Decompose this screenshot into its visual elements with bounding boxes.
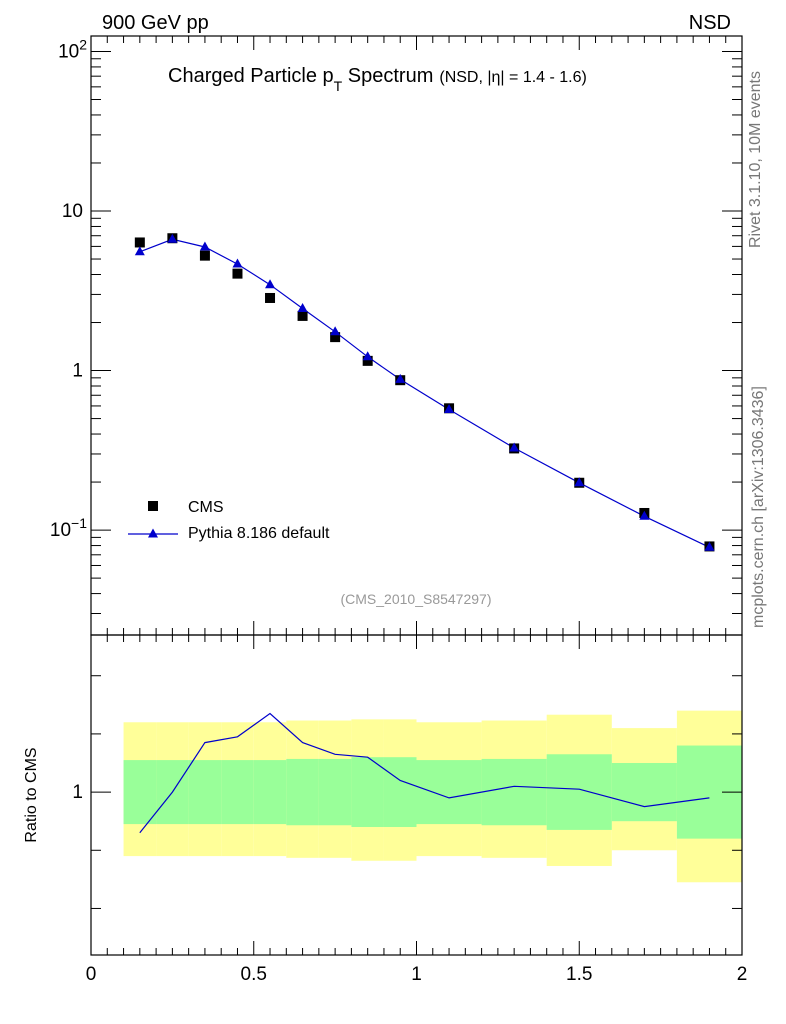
x-tick-label: 1 xyxy=(411,964,422,985)
ratio-stat-uncertainty-band xyxy=(123,760,157,825)
pythia-data-point xyxy=(297,302,308,312)
source-citation-label: mcplots.cern.ch [arXiv:1306.3436] xyxy=(750,386,767,628)
ratio-axes: 1 0 0.5 1 1.5 2 xyxy=(72,635,747,985)
y-tick-label: 1 xyxy=(72,361,83,382)
chart-title-tail: Spectrum xyxy=(342,65,433,87)
chart-title-subscript: T xyxy=(334,78,343,94)
header-left-label: 900 GeV pp xyxy=(102,12,209,34)
pythia-data-point xyxy=(232,258,243,268)
x-tick-label: 0.5 xyxy=(241,964,267,985)
ratio-plot-area xyxy=(123,710,742,883)
pythia-data-point xyxy=(639,510,650,520)
ratio-panel: 1 0 0.5 1 1.5 2 Ratio to CMS xyxy=(23,634,747,985)
x-tick-label: 2 xyxy=(737,964,748,985)
cms-data-point xyxy=(199,250,210,261)
header-right-label: NSD xyxy=(689,12,731,34)
ratio-stat-uncertainty-band xyxy=(351,757,384,827)
legend: CMS Pythia 8.186 default xyxy=(128,499,330,542)
pythia-data-point xyxy=(395,373,406,383)
y-tick-label: 10−1 xyxy=(50,515,87,541)
ratio-stat-uncertainty-band xyxy=(416,760,482,825)
chart-title-note: (NSD, |η| = 1.4 - 1.6) xyxy=(439,69,586,86)
ratio-stat-uncertainty-band xyxy=(286,758,319,826)
main-panel: 10−1 1 10 102 Charged Particle pT Spectrum (… xyxy=(50,35,743,636)
ratio-stat-uncertainty-band xyxy=(253,760,287,825)
cms-data-point xyxy=(330,332,341,343)
cms-data-point xyxy=(232,268,243,279)
cms-data-point xyxy=(265,292,276,303)
pythia-data-point xyxy=(167,233,178,243)
analysis-reference-label: (CMS_2010_S8547297) xyxy=(341,591,492,607)
ratio-stat-uncertainty-band xyxy=(546,754,612,830)
pythia-data-point xyxy=(330,326,341,336)
cms-data-point xyxy=(134,237,145,248)
pythia-data-point xyxy=(134,246,145,256)
legend-cms-label: CMS xyxy=(188,499,224,516)
rivet-version-label: Rivet 3.1.10, 10M events xyxy=(747,71,764,248)
pythia-ratio-line xyxy=(139,712,710,834)
ratio-stat-uncertainty-band xyxy=(318,758,352,826)
cms-data-point xyxy=(362,355,373,366)
x-tick-label: 0 xyxy=(86,964,97,985)
ratio-stat-uncertainty-band xyxy=(611,763,677,822)
ratio-y-tick-label: 1 xyxy=(72,782,83,803)
pythia-data-point xyxy=(362,351,373,361)
pythia-data-point xyxy=(265,279,276,289)
y-tick-label: 102 xyxy=(58,36,87,62)
legend-pythia-label: Pythia 8.186 default xyxy=(188,525,330,542)
x-tick-label: 1.5 xyxy=(566,964,592,985)
legend-pythia-marker xyxy=(148,528,158,538)
chart-title: Charged Particle pT Spectrum (NSD, |η| = … xyxy=(168,65,587,94)
ratio-y-axis-label: Ratio to CMS xyxy=(23,747,40,842)
pythia-data-point xyxy=(199,241,210,251)
legend-cms-marker xyxy=(148,501,158,511)
ratio-stat-uncertainty-band xyxy=(383,757,417,827)
chart-title-main: Charged Particle p xyxy=(168,65,334,87)
main-panel-frame xyxy=(90,35,743,636)
pythia-data-point xyxy=(704,541,715,551)
y-tick-label: 10 xyxy=(62,201,83,222)
main-axes: 10−1 1 10 102 xyxy=(50,36,743,635)
pythia-data-point xyxy=(574,477,585,487)
ratio-stat-uncertainty-band xyxy=(221,760,254,825)
ratio-stat-uncertainty-band xyxy=(188,760,222,825)
pythia-data-point xyxy=(444,403,455,413)
ratio-stat-uncertainty-band xyxy=(481,758,547,826)
pythia-line xyxy=(139,238,710,548)
main-plot-area xyxy=(134,233,715,552)
pythia-data-point xyxy=(509,442,520,452)
cms-data-point xyxy=(297,310,308,321)
